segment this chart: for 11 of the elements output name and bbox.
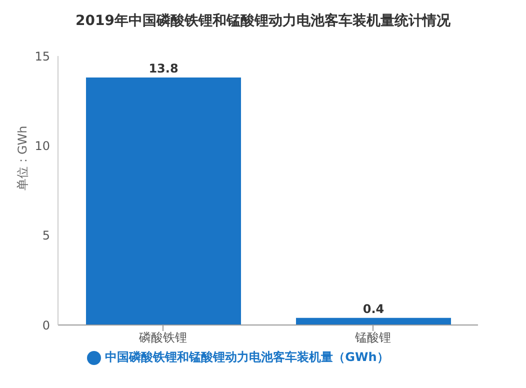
y-tick-label: 15 [34, 49, 50, 64]
chart-title: 2019年中国磷酸铁锂和锰酸锂动力电池客车装机量统计情况 [74, 12, 452, 31]
legend-label: 中国磷酸铁锂和锰酸锂动力电池客车装机量（GWh） [105, 350, 389, 364]
y-tick-label: 5 [42, 228, 50, 243]
data-label: 0.4 [362, 302, 384, 316]
y-axis-title: 单位：GWh [15, 126, 30, 190]
x-tick-label: 锰酸锂 [354, 330, 391, 345]
y-tick-label: 10 [34, 138, 50, 153]
x-tick-label: 磷酸铁锂 [138, 330, 187, 345]
y-tick-label: 0 [42, 318, 50, 332]
data-label: 13.8 [148, 62, 178, 76]
